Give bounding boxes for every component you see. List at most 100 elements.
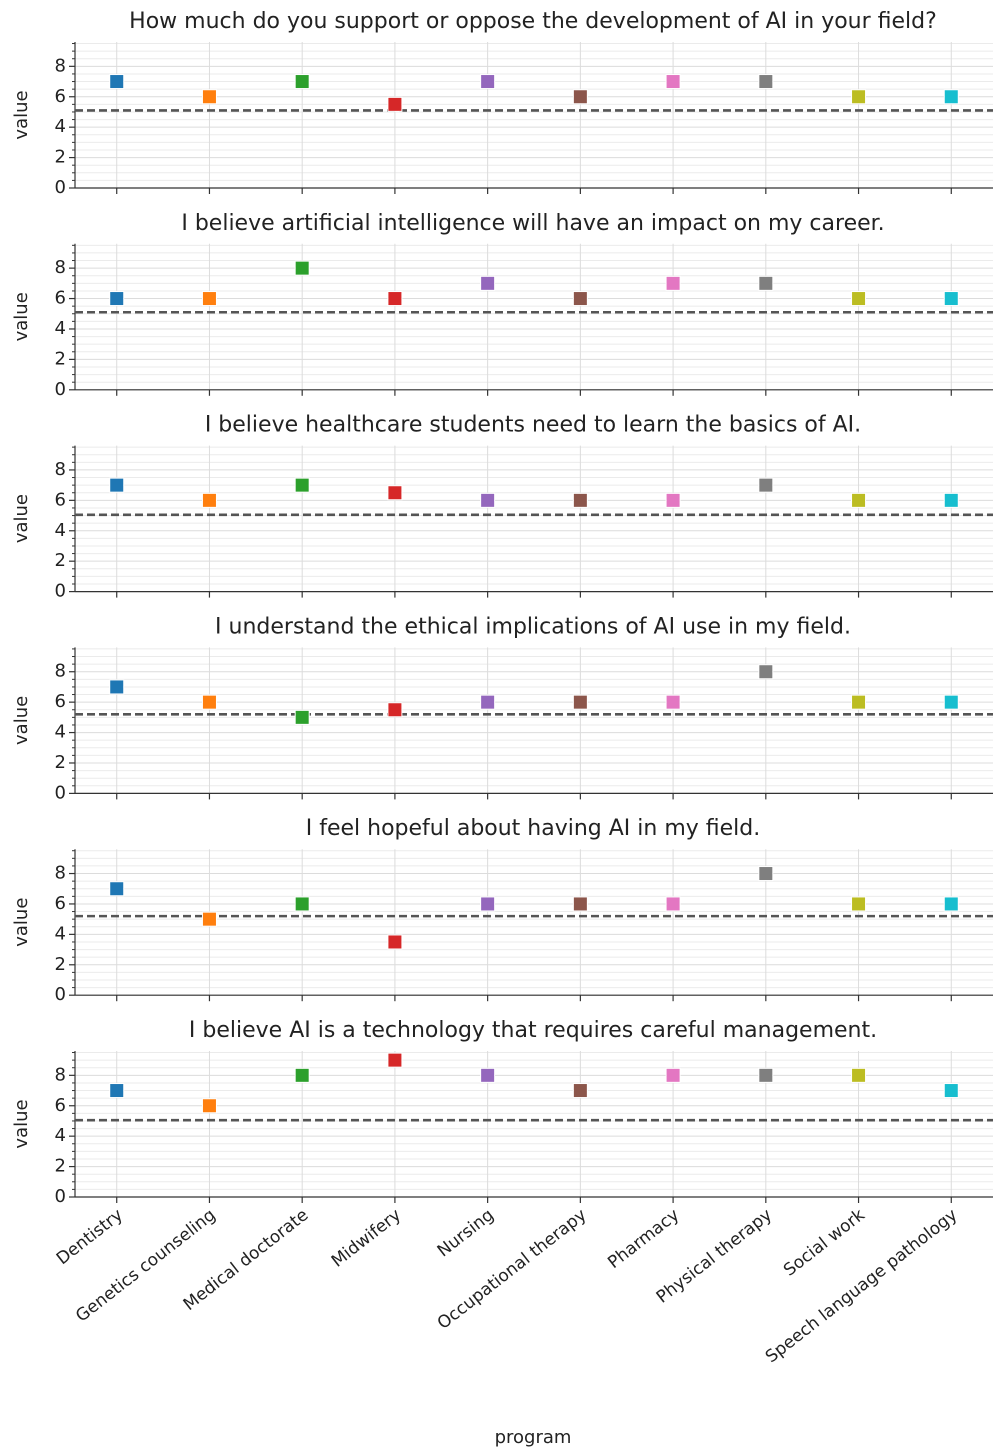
marker bbox=[480, 275, 496, 291]
x-tick-label: Speech language pathology bbox=[762, 1205, 962, 1367]
marker bbox=[387, 934, 403, 950]
y-tick-label: 4 bbox=[55, 722, 66, 743]
y-tick-label: 0 bbox=[55, 581, 66, 602]
marker bbox=[109, 477, 125, 493]
marker bbox=[572, 89, 588, 105]
marker bbox=[294, 260, 310, 276]
y-tick-label: 6 bbox=[55, 489, 66, 510]
marker bbox=[480, 74, 496, 90]
marker bbox=[851, 1067, 867, 1083]
marker bbox=[294, 477, 310, 493]
y-tick-label: 2 bbox=[55, 348, 66, 369]
marker bbox=[758, 664, 774, 680]
marker bbox=[943, 694, 959, 710]
marker bbox=[943, 896, 959, 912]
y-axis-label: value bbox=[11, 494, 32, 543]
marker bbox=[387, 485, 403, 501]
subplot: I believe artificial intelligence will h… bbox=[11, 211, 993, 400]
y-tick-label: 2 bbox=[55, 550, 66, 571]
marker bbox=[572, 291, 588, 307]
y-tick-label: 6 bbox=[55, 893, 66, 914]
marker bbox=[572, 492, 588, 508]
marker bbox=[109, 74, 125, 90]
marker bbox=[758, 866, 774, 882]
marker bbox=[758, 275, 774, 291]
marker bbox=[665, 492, 681, 508]
y-tick-label: 4 bbox=[55, 520, 66, 541]
y-tick-label: 6 bbox=[55, 1095, 66, 1116]
marker bbox=[294, 709, 310, 725]
y-axis-label: value bbox=[11, 292, 32, 341]
marker bbox=[851, 492, 867, 508]
subplot: I believe AI is a technology that requir… bbox=[11, 1018, 993, 1448]
y-tick-label: 8 bbox=[55, 459, 66, 480]
subplot-title: I believe AI is a technology that requir… bbox=[189, 1018, 877, 1043]
marker bbox=[943, 291, 959, 307]
y-tick-label: 8 bbox=[55, 661, 66, 682]
y-tick-label: 6 bbox=[55, 86, 66, 107]
x-tick-label: Social work bbox=[780, 1205, 869, 1281]
marker bbox=[294, 74, 310, 90]
marker bbox=[572, 1083, 588, 1099]
y-axis-label: value bbox=[11, 898, 32, 947]
x-tick-label: Nursing bbox=[434, 1205, 498, 1261]
marker bbox=[294, 1067, 310, 1083]
y-tick-label: 8 bbox=[55, 1064, 66, 1085]
y-tick-label: 2 bbox=[55, 752, 66, 773]
marker bbox=[665, 74, 681, 90]
marker bbox=[943, 492, 959, 508]
marker bbox=[665, 694, 681, 710]
y-tick-label: 0 bbox=[55, 984, 66, 1005]
y-tick-label: 8 bbox=[55, 257, 66, 278]
marker bbox=[201, 694, 217, 710]
subplot: I believe healthcare students need to le… bbox=[11, 413, 993, 602]
y-axis-label: value bbox=[11, 1099, 32, 1148]
marker bbox=[387, 702, 403, 718]
y-axis-label: value bbox=[11, 696, 32, 745]
marker bbox=[758, 1067, 774, 1083]
y-tick-label: 0 bbox=[55, 782, 66, 803]
marker bbox=[851, 291, 867, 307]
subplot: I understand the ethical implications of… bbox=[11, 614, 993, 803]
marker bbox=[572, 694, 588, 710]
subplot-title: I understand the ethical implications of… bbox=[215, 614, 851, 639]
marker bbox=[201, 492, 217, 508]
marker bbox=[851, 89, 867, 105]
y-tick-label: 2 bbox=[55, 1156, 66, 1177]
subplot-title: I believe healthcare students need to le… bbox=[205, 413, 861, 438]
y-tick-label: 4 bbox=[55, 923, 66, 944]
x-tick-label: Midwifery bbox=[328, 1205, 405, 1271]
y-tick-label: 8 bbox=[55, 55, 66, 76]
marker bbox=[387, 1052, 403, 1068]
marker bbox=[201, 89, 217, 105]
x-tick-label: Dentistry bbox=[53, 1205, 127, 1269]
marker bbox=[665, 896, 681, 912]
marker bbox=[480, 1067, 496, 1083]
x-axis-label: program bbox=[495, 1427, 572, 1448]
y-tick-label: 0 bbox=[55, 379, 66, 400]
y-tick-label: 4 bbox=[55, 1125, 66, 1146]
y-tick-label: 6 bbox=[55, 691, 66, 712]
y-tick-label: 0 bbox=[55, 177, 66, 198]
y-tick-label: 8 bbox=[55, 863, 66, 884]
subplot: How much do you support or oppose the de… bbox=[11, 9, 993, 198]
marker bbox=[480, 694, 496, 710]
marker bbox=[109, 679, 125, 695]
marker bbox=[572, 896, 588, 912]
marker bbox=[201, 1098, 217, 1114]
marker bbox=[851, 694, 867, 710]
y-tick-label: 2 bbox=[55, 954, 66, 975]
x-tick-label: Occupational therapy bbox=[434, 1205, 591, 1334]
marker bbox=[851, 896, 867, 912]
y-tick-label: 6 bbox=[55, 288, 66, 309]
marker bbox=[201, 911, 217, 927]
marker bbox=[109, 881, 125, 897]
marker bbox=[758, 477, 774, 493]
marker bbox=[387, 96, 403, 112]
y-tick-label: 2 bbox=[55, 147, 66, 168]
marker bbox=[201, 291, 217, 307]
y-tick-label: 4 bbox=[55, 318, 66, 339]
subplot-title: How much do you support or oppose the de… bbox=[129, 9, 937, 34]
y-tick-label: 0 bbox=[55, 1186, 66, 1207]
